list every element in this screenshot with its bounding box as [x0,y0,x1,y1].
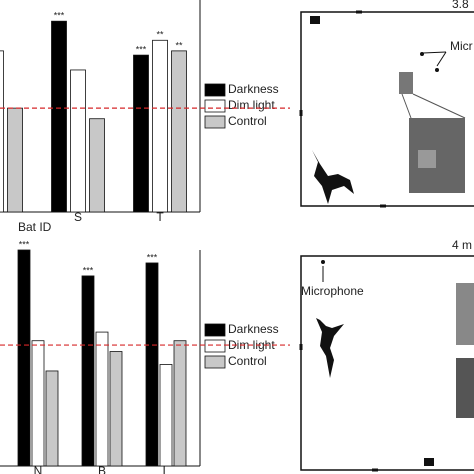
bar [95,331,109,467]
bar [109,351,123,467]
microphone [420,52,424,56]
legend-label: Control [228,354,267,368]
box-detail [409,118,465,193]
box [399,72,413,94]
bar [31,340,45,467]
bar [17,249,31,467]
connector [412,93,466,119]
mic-label: Microphone [301,284,364,298]
bar [145,262,159,467]
scale-label: 4 m [452,238,472,252]
bar [159,364,173,467]
legend-label: Dim light [228,98,275,112]
connector [401,93,412,119]
x-tick-label: T [156,210,164,224]
significance: ** [175,40,183,50]
legend-swatch [204,355,226,369]
x-tick-label: S [74,210,82,224]
legend-swatch [204,83,226,97]
scale-label: 3.8 [452,0,469,11]
bar [7,107,23,213]
microphone [321,260,325,264]
bar [45,370,59,467]
arena-top: 3.8 Micr [299,0,474,208]
box [456,358,474,418]
bar [173,340,187,467]
bar [133,54,149,213]
arena-bottom: 4 m Microphone [299,238,474,472]
legend-swatch [204,99,226,113]
significance: *** [54,11,65,21]
arrow [422,51,447,54]
significance: *** [83,265,94,275]
x-tick-label: B [98,464,106,474]
x-axis-label: Bat ID [18,220,52,234]
arena-border [300,11,474,207]
bar [152,39,168,213]
x-tick-label: N [34,464,43,474]
legend-label: Darkness [228,82,279,96]
legend-swatch [204,339,226,353]
box [456,283,474,345]
arrow [436,51,447,67]
bar [81,275,95,467]
mic-label: Micr [450,39,473,53]
legend-swatch [204,115,226,129]
legend-label: Control [228,114,267,128]
camera [424,458,434,466]
bar [70,69,86,213]
x-tick-label: L [163,464,170,474]
bar [171,50,187,213]
bar [0,50,4,213]
significance: *** [147,252,158,262]
box-detail [418,150,436,168]
legend-swatch [204,323,226,337]
significance: *** [136,44,147,54]
legend-label: Darkness [228,322,279,336]
arena-border [300,255,474,471]
bat [312,150,354,204]
bar [51,20,67,213]
bar [89,118,105,213]
camera [310,16,320,24]
bat [316,318,344,378]
significance: *** [19,239,30,249]
microphone [435,68,439,72]
significance: ** [156,30,164,40]
